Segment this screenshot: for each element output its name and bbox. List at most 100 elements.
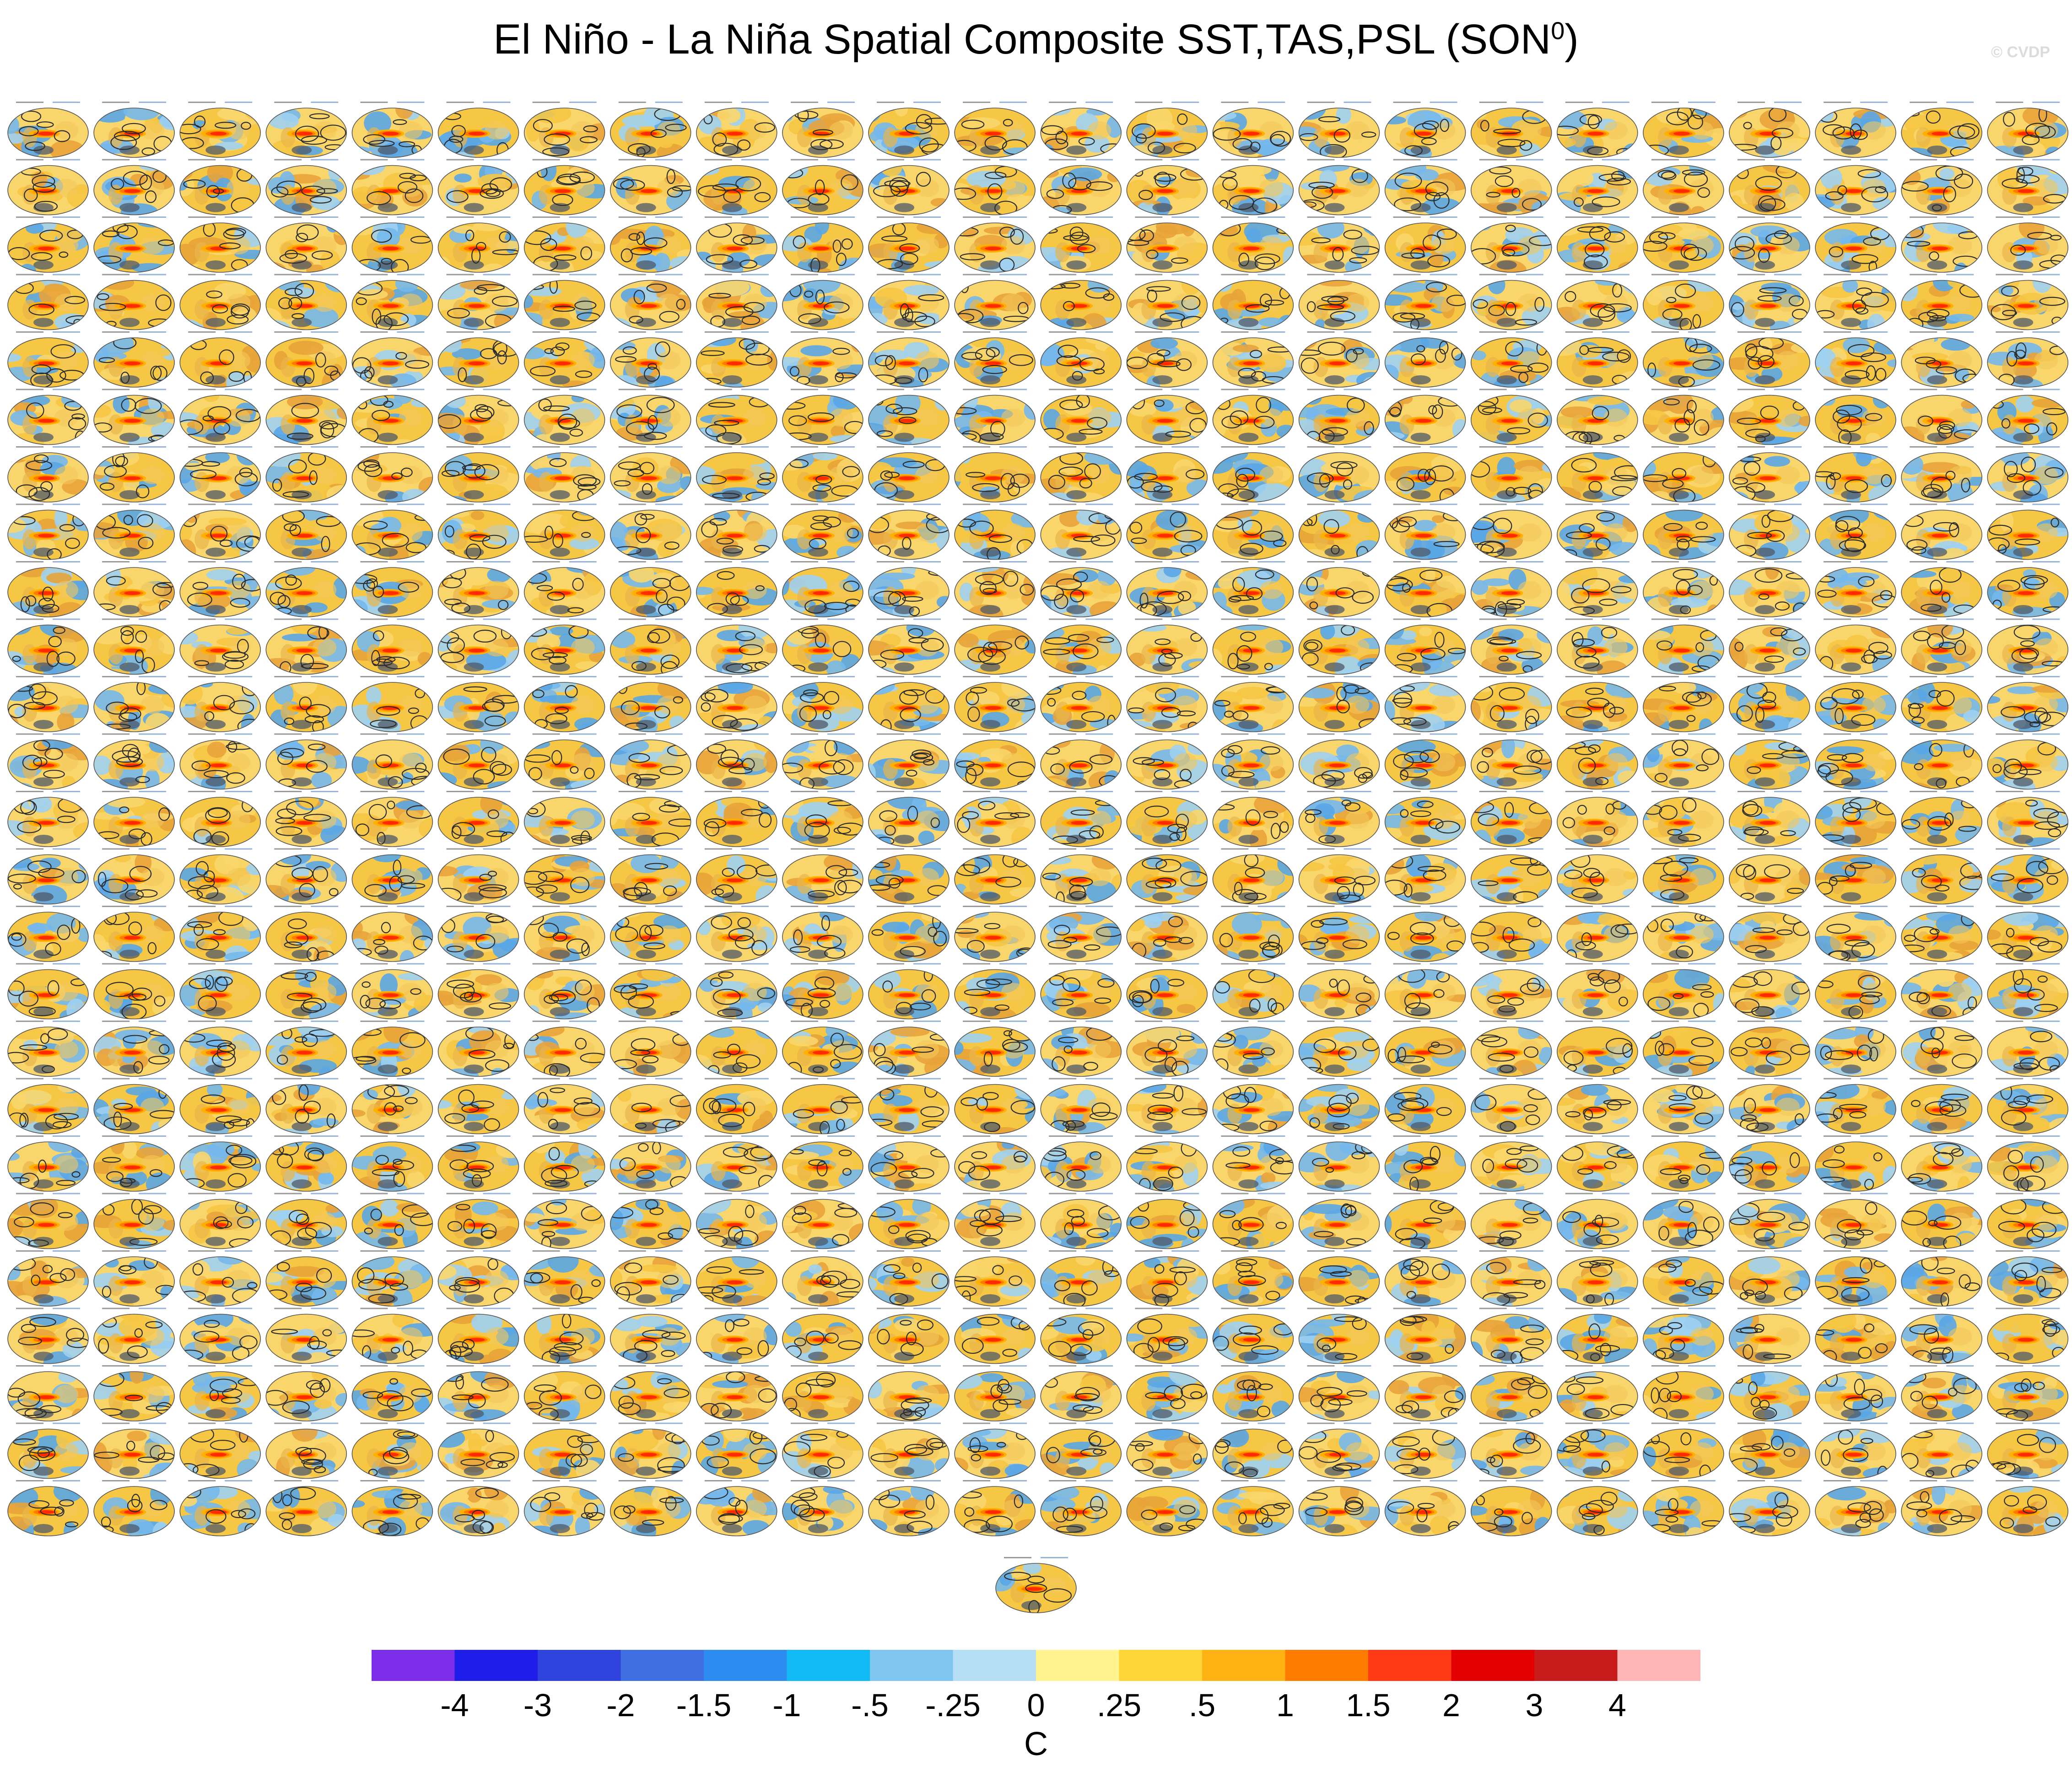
title-close: ) — [1565, 16, 1579, 63]
composite-panel-55 — [610, 216, 691, 273]
composite-panel-438 — [523, 1135, 605, 1192]
composite-panel-439 — [610, 1135, 691, 1192]
composite-panel-433 — [93, 1135, 175, 1192]
composite-panel-340 — [351, 906, 433, 962]
composite-panel-407 — [1987, 1021, 2069, 1077]
composite-panel-507 — [265, 1308, 347, 1364]
composite-panel-139 — [1643, 389, 1724, 445]
composite-panel-122 — [179, 389, 261, 445]
composite-panel-508 — [351, 1308, 433, 1364]
composite-panel-53 — [437, 216, 519, 273]
composite-panel-342 — [523, 906, 605, 962]
composite-panel-81 — [782, 274, 863, 330]
composite-panel-283 — [1643, 733, 1724, 790]
composite-panel-595 — [1643, 1480, 1724, 1536]
composite-panel-326 — [1212, 848, 1294, 905]
composite-panel-61 — [1126, 216, 1208, 273]
composite-panel-264 — [7, 733, 89, 790]
composite-panel-70 — [1901, 216, 1983, 273]
composite-panel-533 — [437, 1365, 519, 1421]
composite-panel-235 — [1643, 618, 1724, 675]
composite-panel-125 — [437, 389, 519, 445]
composite-panel-88 — [1384, 274, 1466, 330]
composite-panel-118 — [1901, 331, 1983, 388]
composite-panel-376 — [1384, 963, 1466, 1020]
composite-panel-167 — [1987, 446, 2069, 503]
composite-panel-280 — [1384, 733, 1466, 790]
composite-panel-421 — [1126, 1078, 1208, 1135]
composite-panel-341 — [437, 906, 519, 962]
composite-panel-408 — [7, 1078, 89, 1135]
colorbar-tick-label: -1 — [772, 1687, 801, 1723]
composite-panel-485 — [437, 1250, 519, 1307]
composite-panel-297 — [782, 791, 863, 847]
composite-panel-343 — [610, 906, 691, 962]
composite-panel-89 — [1470, 274, 1552, 330]
composite-panel-8 — [696, 102, 777, 158]
composite-panel-20 — [1729, 102, 1810, 158]
composite-panel-152 — [696, 446, 777, 503]
composite-panel-442 — [868, 1135, 950, 1192]
composite-panel-34 — [868, 159, 950, 216]
composite-panel-177 — [782, 503, 863, 560]
composite-panel-552 — [7, 1422, 89, 1479]
composite-panel-383 — [1987, 963, 2069, 1020]
composite-panel-462 — [523, 1193, 605, 1249]
composite-panel-214 — [1901, 561, 1983, 617]
composite-panel-493 — [1126, 1250, 1208, 1307]
composite-panel-114 — [1557, 331, 1638, 388]
composite-panel-116 — [1729, 331, 1810, 388]
composite-panel-15 — [1298, 102, 1380, 158]
composite-panel-12 — [1040, 102, 1122, 158]
composite-panel-502 — [1901, 1250, 1983, 1307]
composite-panel-497 — [1470, 1250, 1552, 1307]
composite-panel-230 — [1212, 618, 1294, 675]
composite-panel-381 — [1815, 963, 1896, 1020]
composite-panel-29 — [437, 159, 519, 216]
composite-panel-26 — [179, 159, 261, 216]
composite-panel-241 — [93, 676, 175, 732]
colorbar-swatch-3 — [621, 1650, 704, 1681]
composite-panel-307 — [1643, 791, 1724, 847]
composite-panel-189 — [1815, 503, 1896, 560]
composite-panel-450 — [1557, 1135, 1638, 1192]
composite-panel-377 — [1470, 963, 1552, 1020]
composite-panel-401 — [1470, 1021, 1552, 1077]
composite-panel-237 — [1815, 618, 1896, 675]
composite-panel-155 — [954, 446, 1036, 503]
composite-panel-364 — [351, 963, 433, 1020]
composite-panel-440 — [696, 1135, 777, 1192]
composite-panel-181 — [1126, 503, 1208, 560]
composite-panel-547 — [1643, 1365, 1724, 1421]
composite-panel-265 — [93, 733, 175, 790]
composite-panel-335 — [1987, 848, 2069, 905]
composite-panel-463 — [610, 1193, 691, 1249]
composite-panel-197 — [437, 561, 519, 617]
composite-panel-96 — [7, 331, 89, 388]
composite-panel-52 — [351, 216, 433, 273]
composite-panel-231 — [1298, 618, 1380, 675]
composite-panel-213 — [1815, 561, 1896, 617]
composite-panel-173 — [437, 503, 519, 560]
composite-panel-405 — [1815, 1021, 1896, 1077]
composite-panel-597 — [1815, 1480, 1896, 1536]
composite-panel-509 — [437, 1308, 519, 1364]
composite-panel-250 — [868, 676, 950, 732]
composite-panel-575 — [1987, 1422, 2069, 1479]
composite-panel-50 — [179, 216, 261, 273]
title-superscript: 0 — [1551, 17, 1565, 45]
composite-panel-195 — [265, 561, 347, 617]
composite-panel-513 — [782, 1308, 863, 1364]
colorbar-swatch-5 — [787, 1650, 870, 1681]
composite-panel-518 — [1212, 1308, 1294, 1364]
composite-panel-101 — [437, 331, 519, 388]
composite-panel-464 — [696, 1193, 777, 1249]
composite-panel-40 — [1384, 159, 1466, 216]
composite-panel-334 — [1901, 848, 1983, 905]
composite-panel-434 — [179, 1135, 261, 1192]
composite-panel-311 — [1987, 791, 2069, 847]
composite-panel-357 — [1815, 906, 1896, 962]
composite-panel-486 — [523, 1250, 605, 1307]
composite-panel-402 — [1557, 1021, 1638, 1077]
composite-panel-491 — [954, 1250, 1036, 1307]
